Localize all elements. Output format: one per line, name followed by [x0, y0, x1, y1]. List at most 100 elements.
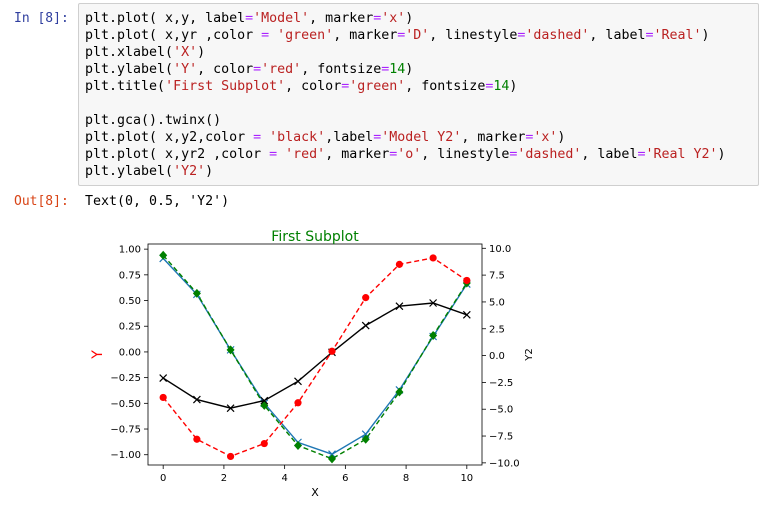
code-lines: plt.plot( x,y, label='Model', marker='x'…	[85, 10, 726, 180]
code-token: )	[405, 11, 414, 26]
code-token: 'Y2'	[173, 164, 206, 179]
data-point	[293, 440, 302, 450]
y-tick-label: −0.75	[110, 425, 141, 436]
y2-tick-label: −2.5	[489, 378, 513, 389]
code-token: =	[373, 130, 382, 145]
code-token: , label	[581, 147, 638, 162]
code-token: 'red'	[261, 62, 302, 77]
code-token: 'x'	[381, 11, 406, 26]
y2-tick-label: −5.0	[489, 405, 513, 416]
data-point	[395, 387, 404, 397]
code-line: plt.plot( x,y, label='Model', marker='x'…	[85, 10, 726, 27]
y-tick-label: 0.25	[119, 322, 141, 333]
data-point	[328, 450, 336, 459]
plot-output: 0 2 4 6 8 10 1.00 0.75 0.50 0.25 0.00 −0.25 −0.50 −0.…	[86, 222, 646, 502]
data-point	[395, 302, 404, 311]
code-token: =	[253, 62, 262, 77]
y2-axis-label: Y2	[524, 348, 535, 361]
code-token: , linestyle	[429, 28, 518, 43]
x-tick-label: 10	[460, 473, 473, 484]
code-token: plt.plot( x,yr ,color	[85, 28, 262, 43]
code-token: )	[405, 62, 414, 77]
data-point	[192, 395, 201, 404]
x-tick-label: 2	[221, 473, 227, 484]
x-axis-label: X	[311, 486, 319, 499]
code-token: 14	[493, 79, 510, 94]
x-tick-label: 0	[160, 473, 166, 484]
y2-tick-label: −10.0	[489, 458, 520, 469]
code-token: 'Model Y2'	[381, 130, 462, 145]
input-prompt: In [8]:	[14, 11, 69, 26]
code-token: , marker	[309, 11, 374, 26]
code-token: 'o'	[397, 147, 422, 162]
data-point	[193, 435, 201, 443]
data-point	[429, 299, 438, 307]
x-tick-label: 4	[281, 473, 287, 484]
code-line: plt.gca().twinx()	[85, 112, 726, 129]
y2-tick-label: 7.5	[489, 271, 505, 282]
code-cell-editor[interactable]: plt.plot( x,y, label='Model', marker='x'…	[78, 3, 759, 186]
data-point	[159, 250, 168, 260]
y-tick-label: 0.75	[119, 270, 141, 281]
y-tick-label: −0.25	[110, 373, 141, 384]
code-token: )	[717, 147, 726, 162]
data-point	[429, 330, 438, 340]
code-line: plt.plot( x,yr ,color = 'green', marker=…	[85, 27, 726, 44]
code-token: =	[269, 147, 278, 162]
data-point	[429, 254, 437, 262]
data-point	[260, 439, 268, 448]
code-token	[261, 130, 269, 145]
code-token: , color	[285, 79, 342, 94]
data-point	[226, 404, 235, 413]
code-token: =	[261, 28, 270, 43]
code-token: plt.plot( x,y, label	[85, 11, 246, 26]
code-line: plt.plot( x,yr2 ,color = 'red', marker='…	[85, 146, 726, 163]
code-line: plt.title('First Subplot', color='green'…	[85, 78, 726, 95]
code-token: , marker	[333, 28, 398, 43]
output-prompt: Out[8]:	[14, 194, 69, 209]
code-token: plt.plot( x,yr2 ,color	[85, 147, 270, 162]
y2-tick-label: 5.0	[489, 297, 505, 308]
data-point	[159, 393, 167, 402]
code-token: 'dashed'	[525, 28, 590, 43]
code-token: =	[253, 130, 262, 145]
y2-tick-label: 10.0	[489, 244, 511, 255]
series-line	[162, 257, 468, 458]
code-token: =	[509, 147, 518, 162]
code-token: 'Model'	[253, 11, 310, 26]
line-chart: 0 2 4 6 8 10 1.00 0.75 0.50 0.25 0.00 −0.25 −0.50 −0.…	[90, 229, 535, 499]
code-token: =	[245, 11, 254, 26]
data-point	[294, 399, 302, 407]
plot-frame	[147, 243, 483, 466]
code-token: plt.ylabel(	[85, 164, 174, 179]
code-token: plt.plot( x,y2,color	[85, 130, 254, 145]
code-token: =	[517, 28, 526, 43]
data-point	[395, 260, 404, 268]
data-point	[463, 276, 471, 285]
data-point	[226, 452, 235, 461]
chart-title: First Subplot	[271, 229, 359, 245]
y2-tick-label: −7.5	[489, 432, 513, 443]
code-token: , linestyle	[421, 147, 510, 162]
y2-tick-label: 0.0	[489, 351, 505, 362]
code-line	[85, 95, 726, 112]
code-line: plt.ylabel('Y', color='red', fontsize=14…	[85, 61, 726, 78]
code-token	[269, 28, 277, 43]
data-point	[361, 434, 370, 444]
data-point	[226, 345, 235, 355]
code-token: 'Real'	[653, 28, 702, 43]
y-tick-label: 1.00	[119, 245, 141, 256]
code-token: =	[525, 130, 534, 145]
code-token: 'green'	[349, 79, 406, 94]
code-line: plt.ylabel('Y2')	[85, 163, 726, 180]
code-token: )	[509, 79, 518, 94]
series-line	[162, 302, 468, 409]
data-point	[328, 454, 337, 464]
data-point	[328, 347, 336, 355]
code-token: , label	[589, 28, 646, 43]
code-token: 'Y'	[173, 62, 198, 77]
code-token: )	[701, 28, 710, 43]
code-token: , fontsize	[405, 79, 486, 94]
code-token: plt.ylabel(	[85, 62, 174, 77]
code-line: plt.plot( x,y2,color = 'black',label='Mo…	[85, 129, 726, 146]
